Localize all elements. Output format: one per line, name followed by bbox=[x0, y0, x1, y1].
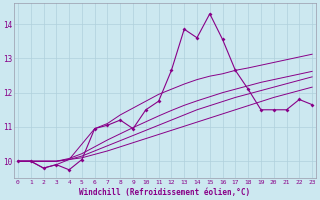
X-axis label: Windchill (Refroidissement éolien,°C): Windchill (Refroidissement éolien,°C) bbox=[79, 188, 251, 197]
